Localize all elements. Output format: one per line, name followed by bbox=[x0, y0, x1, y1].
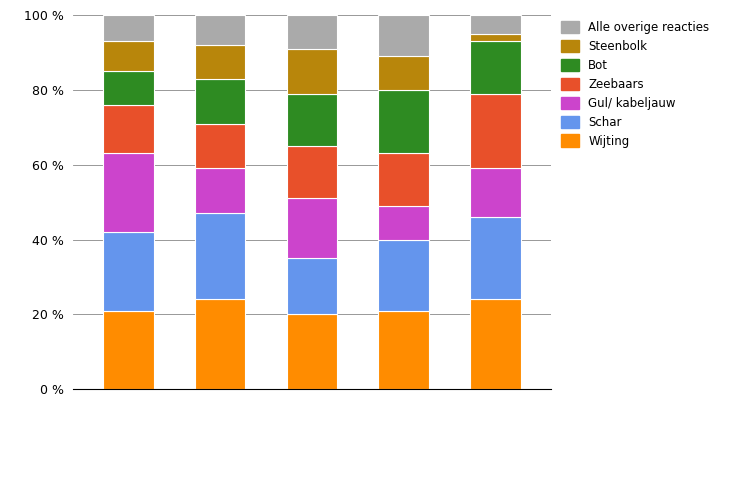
Bar bbox=[103, 232, 153, 310]
Bar bbox=[379, 310, 429, 389]
Bar bbox=[470, 41, 520, 94]
Bar bbox=[470, 34, 520, 41]
Bar bbox=[470, 299, 520, 389]
Bar bbox=[103, 310, 153, 389]
Bar bbox=[287, 94, 337, 146]
Bar bbox=[379, 56, 429, 90]
Bar bbox=[103, 15, 153, 41]
Bar bbox=[103, 41, 153, 71]
Bar bbox=[103, 154, 153, 232]
Bar bbox=[195, 15, 245, 45]
Bar bbox=[470, 217, 520, 299]
Bar bbox=[470, 94, 520, 169]
Bar bbox=[379, 240, 429, 310]
Bar bbox=[195, 169, 245, 214]
Bar bbox=[287, 199, 337, 258]
Bar bbox=[195, 299, 245, 389]
Bar bbox=[379, 154, 429, 206]
Bar bbox=[195, 124, 245, 169]
Bar bbox=[195, 78, 245, 124]
Bar bbox=[195, 214, 245, 299]
Legend: Alle overige reacties, Steenbolk, Bot, Zeebaars, Gul/ kabeljauw, Schar, Wijting: Alle overige reacties, Steenbolk, Bot, Z… bbox=[562, 21, 710, 148]
Bar bbox=[287, 15, 337, 49]
Bar bbox=[287, 146, 337, 199]
Bar bbox=[470, 169, 520, 217]
Bar bbox=[470, 15, 520, 34]
Bar bbox=[379, 90, 429, 154]
Bar bbox=[287, 258, 337, 314]
Bar bbox=[103, 105, 153, 154]
Bar bbox=[379, 15, 429, 56]
Bar bbox=[287, 314, 337, 389]
Bar bbox=[195, 45, 245, 79]
Bar bbox=[103, 71, 153, 105]
Bar bbox=[287, 49, 337, 94]
Bar bbox=[379, 206, 429, 240]
